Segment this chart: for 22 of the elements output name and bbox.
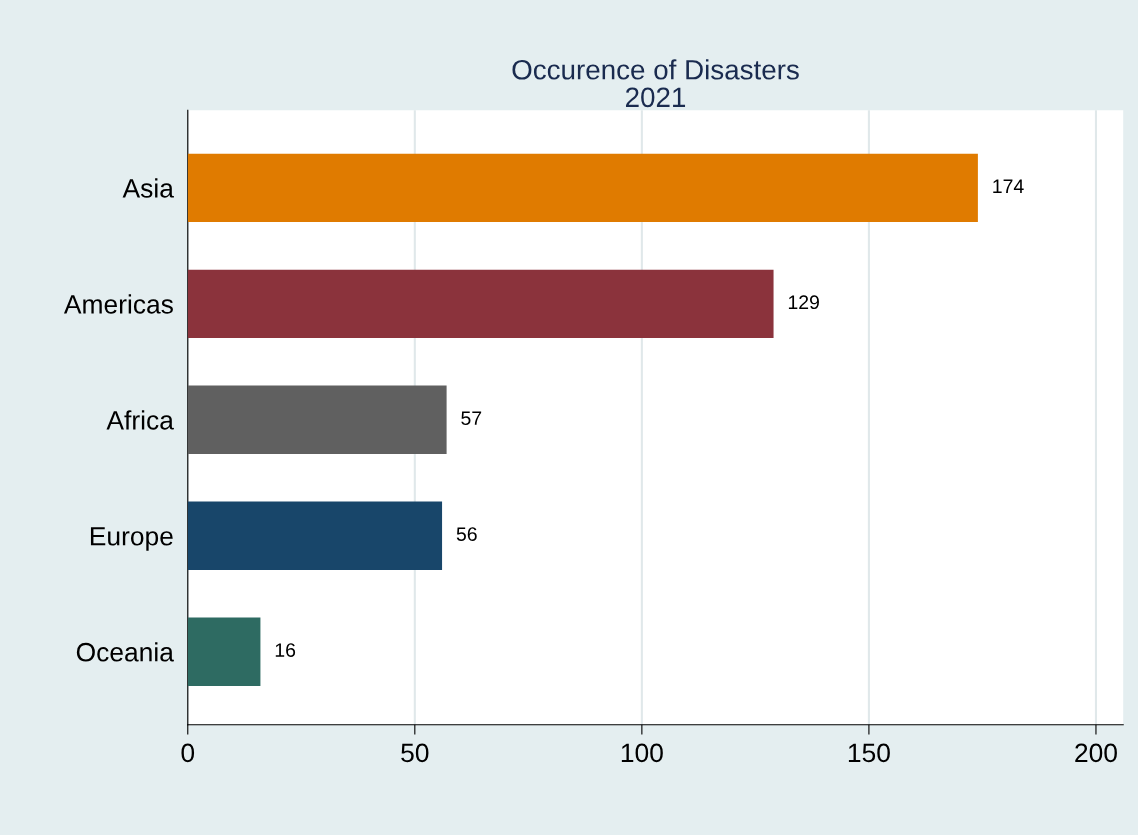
- data-label: 16: [275, 643, 296, 657]
- data-label: 57: [461, 411, 482, 426]
- x-tick-label: 0: [181, 743, 195, 763]
- bar: [187, 501, 443, 570]
- chart-subtitle: 2021: [625, 87, 686, 108]
- bar: [187, 385, 447, 455]
- data-label: 56: [456, 527, 477, 541]
- y-tick-label: Asia: [122, 178, 174, 198]
- y-tick-label: Americas: [63, 294, 173, 314]
- bar: [187, 153, 978, 223]
- y-tick-label: Europe: [90, 527, 173, 551]
- y-tick-label: Oceania: [76, 642, 174, 662]
- x-tick-label: 200: [1075, 743, 1117, 763]
- x-tick-label: 150: [848, 743, 890, 763]
- bar: [187, 617, 261, 686]
- bar: [187, 269, 774, 339]
- data-label: 174: [993, 179, 1024, 193]
- x-tick-label: 100: [621, 743, 663, 763]
- y-tick-label: Africa: [106, 410, 174, 430]
- data-label: 129: [788, 295, 819, 310]
- x-tick-label: 50: [401, 743, 429, 763]
- chart-title: Occurence of Disasters: [512, 59, 799, 80]
